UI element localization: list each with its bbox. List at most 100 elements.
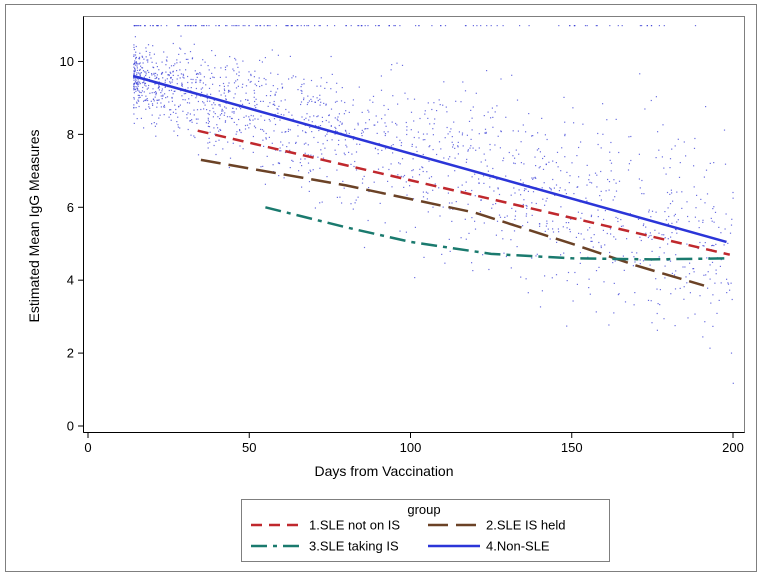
- scatter-point: [177, 74, 179, 77]
- scatter-point: [476, 25, 478, 27]
- scatter-point: [650, 216, 652, 218]
- scatter-point: [264, 119, 266, 121]
- scatter-point: [305, 117, 307, 119]
- scatter-point: [580, 217, 582, 219]
- scatter-point: [604, 244, 606, 246]
- scatter-point: [520, 179, 522, 181]
- scatter-point: [319, 202, 321, 204]
- scatter-point: [449, 208, 451, 210]
- scatter-point: [428, 160, 430, 162]
- scatter-point: [547, 228, 549, 230]
- scatter-point: [730, 224, 733, 226]
- scatter-point: [249, 118, 251, 120]
- scatter-point: [137, 72, 139, 74]
- scatter-point: [165, 64, 167, 66]
- legend-box: [241, 499, 610, 562]
- scatter-point: [729, 289, 731, 291]
- scatter-point: [325, 103, 327, 105]
- scatter-point: [695, 207, 697, 209]
- scatter-point: [496, 105, 498, 107]
- scatter-point: [541, 117, 543, 119]
- scatter-point: [320, 77, 322, 79]
- scatter-point: [531, 135, 533, 137]
- scatter-point: [158, 84, 160, 86]
- scatter-point: [658, 256, 660, 258]
- scatter-point: [615, 216, 617, 218]
- scatter-point: [367, 219, 369, 222]
- scatter-point: [136, 72, 138, 74]
- scatter-point: [384, 122, 386, 124]
- scatter-point: [147, 69, 149, 72]
- scatter-point: [430, 176, 433, 178]
- scatter-point: [139, 83, 141, 85]
- scatter-point: [498, 193, 501, 196]
- scatter-point: [522, 203, 524, 206]
- scatter-point: [278, 162, 281, 165]
- scatter-point: [663, 318, 665, 320]
- scatter-point: [155, 94, 157, 96]
- scatter-point: [336, 131, 339, 133]
- scatter-point: [139, 68, 141, 71]
- scatter-point: [699, 295, 701, 297]
- scatter-point: [200, 108, 202, 111]
- scatter-point: [395, 122, 397, 125]
- scatter-point: [702, 221, 704, 223]
- scatter-point: [159, 114, 161, 116]
- scatter-point: [655, 211, 657, 213]
- scatter-point: [427, 102, 429, 104]
- scatter-point: [471, 189, 473, 192]
- scatter-point: [572, 107, 574, 109]
- legend-label-4: 4.Non-SLE: [486, 539, 550, 554]
- scatter-point: [236, 79, 239, 81]
- scatter-point: [478, 147, 480, 149]
- scatter-point: [254, 118, 256, 120]
- scatter-point: [161, 90, 163, 92]
- scatter-point: [213, 102, 215, 104]
- scatter-point: [636, 252, 638, 254]
- scatter-point: [510, 194, 512, 196]
- scatter-point: [595, 311, 597, 313]
- scatter-point: [470, 145, 472, 147]
- scatter-point: [151, 103, 154, 105]
- scatter-point: [156, 66, 158, 68]
- scatter-point: [608, 181, 611, 183]
- scatter-point: [280, 113, 282, 116]
- scatter-point: [207, 122, 209, 124]
- scatter-point: [496, 220, 499, 222]
- scatter-point: [718, 226, 720, 228]
- scatter-point: [489, 186, 491, 188]
- scatter-point: [372, 101, 374, 103]
- scatter-point: [525, 204, 527, 207]
- scatter-point: [702, 245, 704, 247]
- scatter-point: [214, 133, 216, 135]
- scatter-point: [566, 171, 568, 173]
- scatter-point: [574, 271, 576, 274]
- scatter-point: [255, 25, 257, 27]
- scatter-point: [164, 93, 166, 95]
- x-tick-label: 200: [722, 440, 744, 455]
- scatter-point: [602, 229, 604, 231]
- scatter-point: [457, 145, 459, 147]
- scatter-point: [480, 161, 482, 163]
- scatter-point: [618, 293, 620, 295]
- scatter-point: [422, 167, 424, 169]
- scatter-point: [694, 216, 696, 218]
- scatter-point: [218, 139, 220, 141]
- scatter-point: [308, 100, 310, 102]
- scatter-point: [185, 58, 187, 60]
- scatter-point: [384, 133, 387, 135]
- y-tick-label: 4: [67, 273, 74, 288]
- scatter-point: [710, 217, 712, 219]
- scatter-point: [686, 201, 688, 203]
- scatter-point: [288, 142, 290, 144]
- scatter-point: [403, 174, 406, 177]
- scatter-point: [170, 113, 172, 116]
- scatter-point: [638, 178, 640, 180]
- scatter-point: [595, 270, 598, 272]
- scatter-point: [224, 121, 226, 123]
- scatter-point: [269, 25, 271, 27]
- scatter-point: [176, 62, 178, 64]
- scatter-point: [726, 278, 728, 280]
- scatter-point: [134, 88, 137, 90]
- scatter-point: [715, 269, 717, 271]
